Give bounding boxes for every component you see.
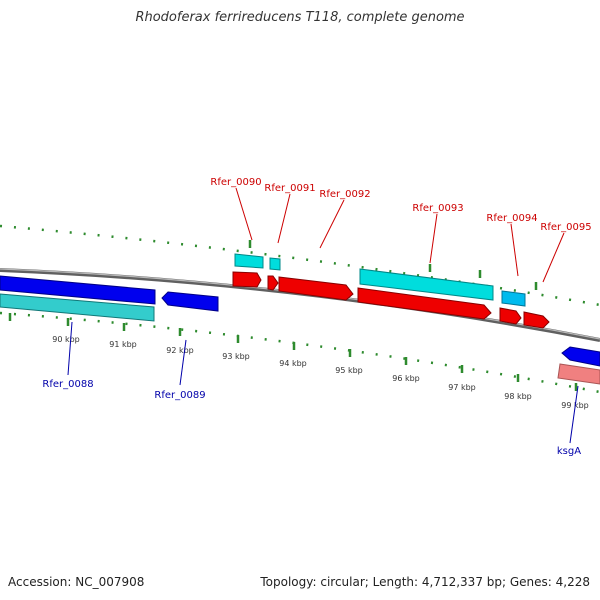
- gene-label-rfer-0088[interactable]: Rfer_0088: [42, 379, 93, 390]
- inner-major-ticks: [8, 313, 578, 391]
- forward-partner-genes: [234, 253, 526, 307]
- lower-gene-labels: Rfer_0088 Rfer_0089 ksgA: [42, 321, 581, 457]
- gene-arrow-rfer-0091[interactable]: [267, 275, 279, 291]
- scale-label: 95 kbp: [335, 366, 363, 375]
- gene-arrow-rfer-0092[interactable]: [278, 276, 354, 301]
- gene-box-rfer-0094-partner[interactable]: [501, 290, 526, 307]
- gene-arrow-rfer-0090[interactable]: [232, 271, 262, 288]
- gene-arrow-ksga[interactable]: [561, 346, 600, 367]
- outer-major-ticks: [248, 240, 538, 290]
- gene-arrow-rfer-0089[interactable]: [161, 291, 219, 312]
- scale-label: 97 kbp: [448, 383, 476, 392]
- scale-label: 93 kbp: [222, 352, 250, 361]
- gene-box-ksga-partner[interactable]: [557, 363, 600, 385]
- scale-label: 91 kbp: [109, 340, 137, 349]
- gene-box-rfer-0093-partner[interactable]: [359, 268, 494, 301]
- scale-label: 98 kbp: [504, 392, 532, 401]
- gene-label-rfer-0089[interactable]: Rfer_0089: [154, 390, 205, 401]
- scale-label: 96 kbp: [392, 374, 420, 383]
- gene-label-rfer-0093[interactable]: Rfer_0093: [412, 203, 463, 214]
- scale-label: 94 kbp: [279, 359, 307, 368]
- forward-genes: [232, 271, 550, 329]
- outer-tick-ring: [0, 224, 600, 307]
- scale-label: 92 kbp: [166, 346, 194, 355]
- gene-label-rfer-0090[interactable]: Rfer_0090: [210, 177, 261, 188]
- genome-summary-text: Topology: circular; Length: 4,712,337 bp…: [260, 575, 590, 589]
- gene-box-rfer-0090-partner[interactable]: [234, 253, 264, 269]
- gene-label-rfer-0095[interactable]: Rfer_0095: [540, 222, 591, 233]
- gene-label-rfer-0092[interactable]: Rfer_0092: [319, 189, 370, 200]
- gene-arrow-rfer-0093[interactable]: [357, 287, 492, 320]
- gene-box-rfer-0088-partner[interactable]: [0, 293, 155, 322]
- gene-label-rfer-0091[interactable]: Rfer_0091: [264, 183, 315, 194]
- gene-arrow-rfer-0094[interactable]: [499, 307, 522, 325]
- gene-box-rfer-0091-partner[interactable]: [269, 257, 281, 271]
- upper-gene-labels: Rfer_0090 Rfer_0091 Rfer_0092 Rfer_0093 …: [210, 177, 592, 283]
- gene-arrow-rfer-0095[interactable]: [523, 311, 550, 329]
- scale-label: 90 kbp: [52, 335, 80, 344]
- reverse-genes: [0, 275, 600, 385]
- gene-label-rfer-0094[interactable]: Rfer_0094: [486, 213, 537, 224]
- inner-tick-ring: [0, 311, 600, 394]
- gene-label-ksga[interactable]: ksgA: [557, 446, 581, 457]
- accession-text: Accession: NC_007908: [8, 575, 145, 589]
- map-title: Rhodoferax ferrireducens T118, complete …: [135, 10, 465, 25]
- gene-bar-rfer-0088[interactable]: [0, 275, 156, 305]
